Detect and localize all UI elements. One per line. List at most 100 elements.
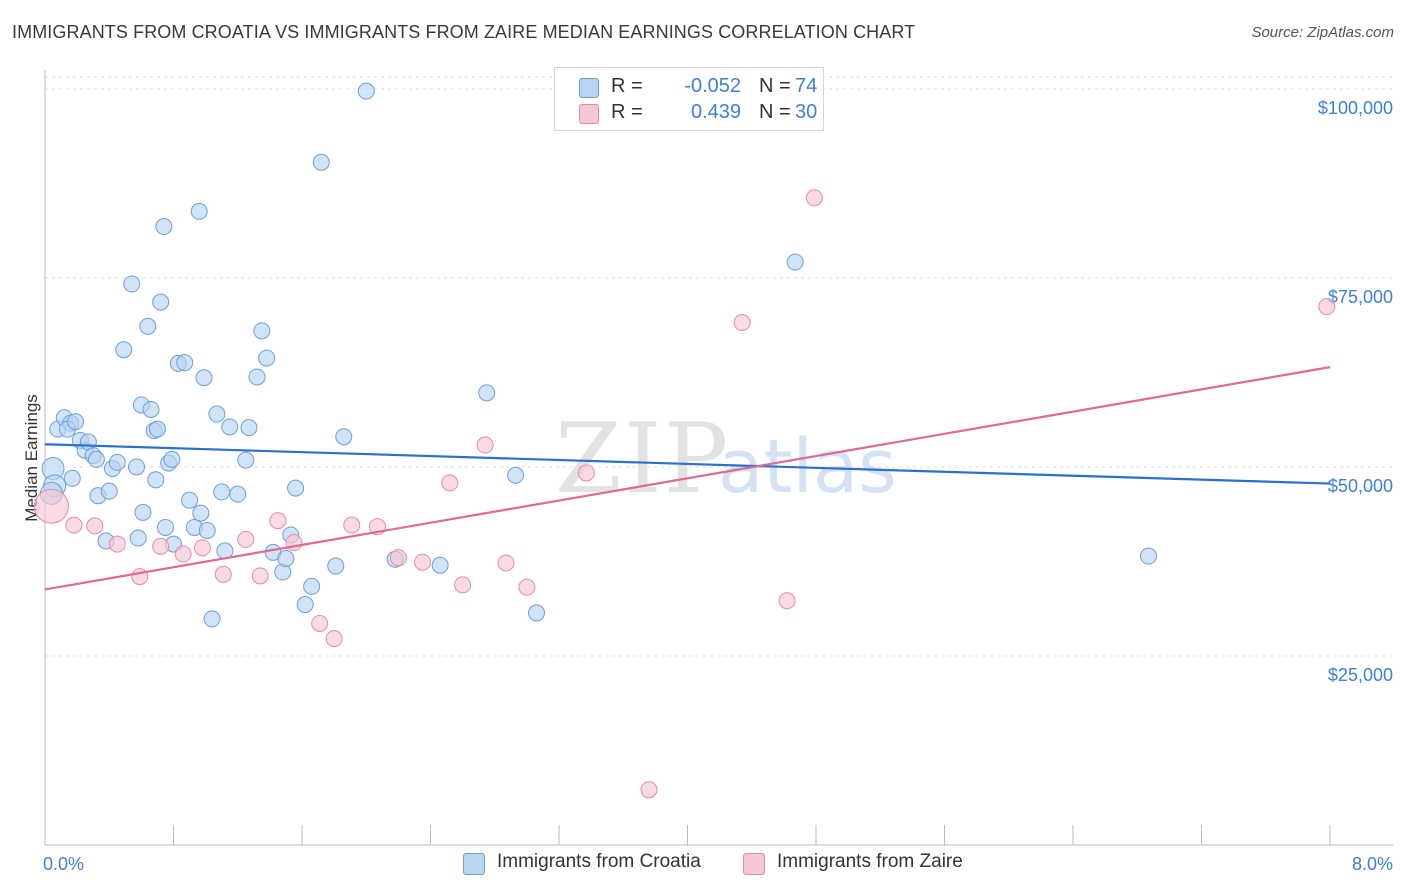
series-label: Immigrants from Croatia	[497, 851, 701, 872]
croatia-point	[155, 218, 173, 236]
croatia-point	[134, 503, 152, 521]
croatia-point	[248, 368, 266, 386]
croatia-point	[198, 521, 216, 539]
n-label: N =	[759, 75, 791, 97]
y-axis-label: Median Earnings	[22, 394, 41, 522]
zaire-swatch	[579, 104, 599, 124]
croatia-point	[208, 405, 226, 423]
chart-title: IMMIGRANTS FROM CROATIA VS IMMIGRANTS FR…	[12, 22, 916, 42]
croatia-point	[63, 469, 81, 487]
r-label: R =	[611, 101, 643, 123]
croatia-point	[287, 479, 305, 497]
zaire-point	[476, 436, 494, 454]
croatia-point	[67, 413, 85, 431]
croatia-point	[195, 369, 213, 387]
zaire-point	[733, 314, 751, 332]
croatia-point	[181, 491, 199, 509]
croatia-point	[431, 556, 449, 574]
grid-lines	[45, 76, 1393, 657]
croatia-point	[296, 596, 314, 614]
croatia-point	[176, 354, 194, 372]
croatia-point	[87, 450, 105, 468]
croatia-point	[203, 610, 221, 628]
x-tick-label: 0.0%	[43, 854, 84, 874]
series-label: Immigrants from Zaire	[777, 851, 963, 872]
zaire-point	[518, 578, 536, 596]
zaire-point	[413, 553, 431, 571]
source-credit: Source: ZipAtlas.com	[1251, 24, 1394, 41]
zipatlas-watermark: ZIP atlas	[555, 403, 897, 515]
croatia-point	[357, 82, 375, 100]
zaire-point	[33, 488, 69, 524]
zaire-point	[86, 517, 104, 535]
zaire-point	[497, 554, 515, 572]
croatia-point	[192, 504, 210, 522]
croatia-point	[163, 450, 181, 468]
croatia-point	[528, 604, 546, 622]
y-tick-label: $25,000	[1328, 665, 1393, 685]
y-tick-label: $100,000	[1318, 98, 1393, 118]
y-tick-label: $75,000	[1328, 287, 1393, 307]
trend-lines	[44, 366, 1331, 591]
croatia-point	[156, 518, 174, 536]
zaire-point	[389, 549, 407, 567]
croatia-point	[221, 418, 239, 436]
croatia-point	[258, 349, 276, 367]
croatia-point	[213, 483, 231, 501]
croatia-trend-line	[44, 443, 1331, 485]
croatia-point	[303, 577, 321, 595]
croatia-point	[142, 400, 160, 418]
croatia-point	[1139, 547, 1157, 565]
correlation-legend: R = -0.052 N = 74 R = 0.439 N = 30	[554, 67, 824, 131]
r-value: -0.052	[684, 75, 741, 97]
croatia-point	[786, 253, 804, 271]
croatia-point	[123, 275, 141, 293]
croatia-point	[237, 451, 255, 469]
croatia-point	[128, 458, 146, 476]
x-tick-labels: 0.0% 8.0%	[43, 854, 1393, 874]
zaire-swatch	[743, 853, 765, 875]
zaire-point	[577, 464, 595, 482]
zaire-point	[237, 531, 255, 549]
croatia-point	[478, 384, 496, 402]
croatia-point	[108, 453, 126, 471]
croatia-point	[335, 428, 353, 446]
zaire-point	[269, 512, 287, 530]
axes	[44, 70, 1393, 846]
croatia-point	[152, 293, 170, 311]
n-value: 74	[795, 75, 818, 97]
zaire-point	[174, 545, 192, 563]
zaire-point	[441, 474, 459, 492]
zaire-point	[214, 565, 232, 583]
y-tick-label: $50,000	[1328, 476, 1393, 496]
r-value: 0.439	[690, 101, 741, 123]
y-tick-labels: $25,000 $50,000 $75,000 $100,000	[1318, 98, 1393, 685]
croatia-point	[147, 471, 165, 489]
zaire-point	[251, 567, 269, 585]
croatia-point	[253, 322, 271, 340]
zaire-point	[778, 592, 796, 610]
n-value: 30	[795, 101, 818, 123]
croatia-point	[240, 419, 258, 437]
zaire-point	[108, 535, 126, 553]
x-tick-label: 8.0%	[1352, 854, 1393, 874]
zaire-point	[640, 781, 658, 799]
croatia-point	[327, 557, 345, 575]
croatia-point	[129, 529, 147, 547]
croatia-points	[39, 82, 1157, 628]
n-label: N =	[759, 101, 791, 123]
croatia-point	[115, 341, 133, 359]
zaire-point	[193, 539, 211, 557]
svg-text:ZIP: ZIP	[555, 403, 730, 515]
zaire-point	[325, 630, 343, 648]
croatia-swatch	[579, 78, 599, 98]
croatia-point	[229, 485, 247, 503]
zaire-point	[805, 189, 823, 207]
croatia-point	[100, 482, 118, 500]
croatia-point	[507, 466, 525, 484]
r-label: R =	[611, 75, 643, 97]
croatia-point	[148, 420, 166, 438]
zaire-point	[343, 516, 361, 534]
zaire-trend-line	[44, 366, 1331, 591]
